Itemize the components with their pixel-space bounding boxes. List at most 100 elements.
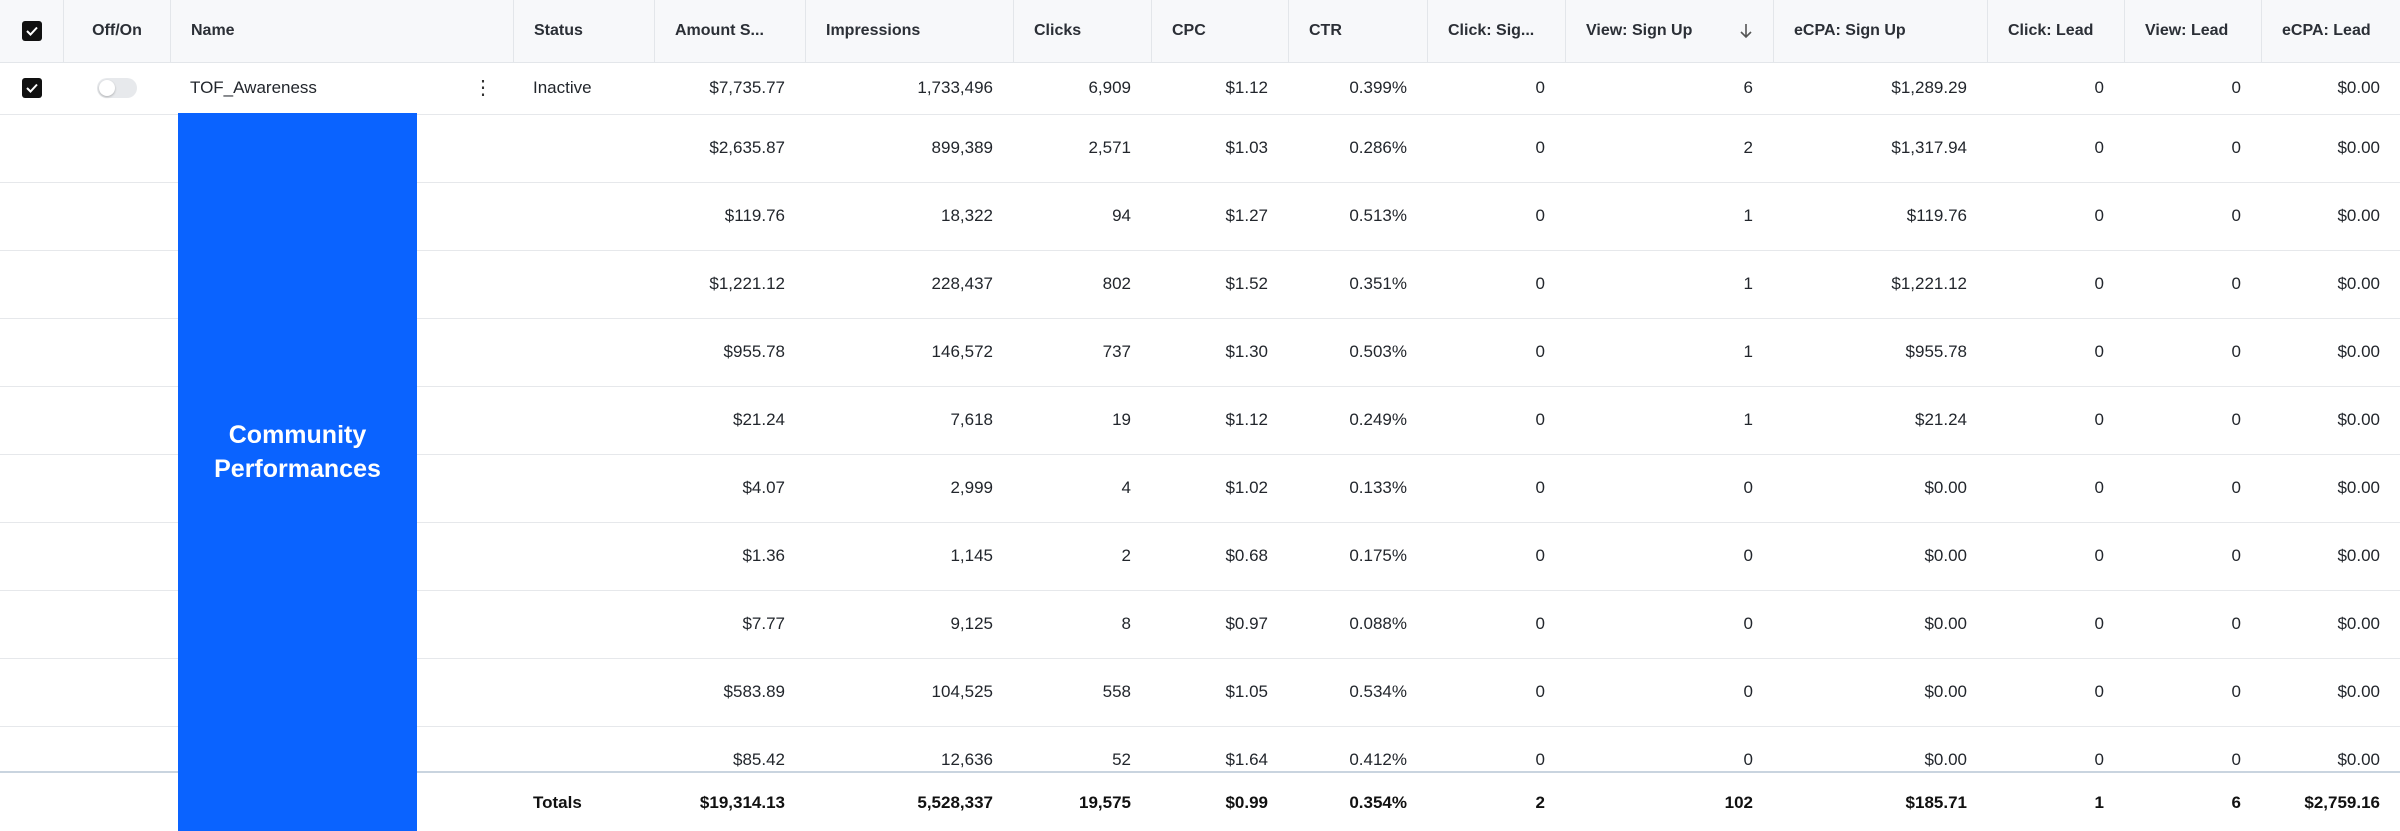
cell-ecpa-sign-up: $119.76 xyxy=(1906,206,1967,225)
column-header-view-sign-up[interactable]: View: Sign Up xyxy=(1565,0,1773,62)
cell-click-lead: 0 xyxy=(2094,274,2104,293)
cell-click-sign-up: 0 xyxy=(1535,614,1545,633)
sort-descending-icon[interactable] xyxy=(1739,22,1753,40)
table-row[interactable]: $955.78 146,572 737 $1.30 0.503% 0 1 $955.78 0 0 $… xyxy=(0,318,2400,387)
cell-click-sign-up: 0 xyxy=(1535,410,1545,429)
on-off-toggle[interactable] xyxy=(96,78,137,98)
cell-view-sign-up: 2 xyxy=(1743,138,1753,157)
row-toggle-cell xyxy=(63,590,170,658)
cell-ctr: 0.249% xyxy=(1349,410,1407,429)
cell-clicks: 2 xyxy=(1121,546,1131,565)
cell-ctr: 0.286% xyxy=(1349,138,1407,157)
column-header-amount-spent[interactable]: Amount S... xyxy=(654,0,805,62)
cell-view-lead: 0 xyxy=(2231,682,2241,701)
campaign-name[interactable]: TOF_Awareness xyxy=(190,78,317,97)
table-row[interactable]: $1,221.12 228,437 802 $1.52 0.351% 0 1 $1,221.1… xyxy=(0,250,2400,319)
totals-label: Totals xyxy=(533,793,582,812)
table-row[interactable]: $1.36 1,145 2 $0.68 0.175% 0 0 $0.00 0 0 $0.00 xyxy=(0,522,2400,591)
column-header-click-sign-up[interactable]: Click: Sig... xyxy=(1427,0,1565,62)
table-row[interactable]: TOF_Awareness ⋮ Inactive $7,735.77 1,733… xyxy=(0,62,2400,115)
cell-cpc: $1.64 xyxy=(1225,750,1268,769)
row-status xyxy=(513,590,654,658)
row-select-cell xyxy=(0,114,63,182)
select-all-checkbox[interactable] xyxy=(21,21,42,41)
column-header-ecpa-lead[interactable]: eCPA: Lead xyxy=(2261,0,2400,62)
row-name-cell[interactable]: TOF_Awareness ⋮ xyxy=(170,62,513,114)
cell-view-lead: 0 xyxy=(2231,546,2241,565)
more-options-icon[interactable]: ⋮ xyxy=(473,77,493,99)
cell-impressions: 1,733,496 xyxy=(917,78,993,97)
cell-impressions: 1,145 xyxy=(950,546,993,565)
cell-click-lead: 0 xyxy=(2094,614,2104,633)
column-header-click-lead[interactable]: Click: Lead xyxy=(1987,0,2124,62)
table-row[interactable]: $4.07 2,999 4 $1.02 0.133% 0 0 $0.00 0 0 $0.00 xyxy=(0,454,2400,523)
row-toggle-cell xyxy=(63,182,170,250)
column-header-ecpa-sign-up[interactable]: eCPA: Sign Up xyxy=(1773,0,1987,62)
cell-view-lead: 0 xyxy=(2231,410,2241,429)
cell-ecpa-lead: $0.00 xyxy=(2337,478,2380,497)
cell-ctr: 0.513% xyxy=(1349,206,1407,225)
cell-click-lead: 0 xyxy=(2094,206,2104,225)
cell-view-sign-up: 0 xyxy=(1743,682,1753,701)
table-row[interactable]: $21.24 7,618 19 $1.12 0.249% 0 1 $21.24 0 0 $0.00 xyxy=(0,386,2400,455)
cell-click-sign-up: 0 xyxy=(1535,78,1545,97)
table-row[interactable]: $119.76 18,322 94 $1.27 0.513% 0 1 $119.76 0 0 $0.… xyxy=(0,182,2400,251)
cell-ecpa-lead: $0.00 xyxy=(2337,682,2380,701)
column-header-off-on[interactable]: Off/On xyxy=(63,0,170,62)
cell-amount-spent: $583.89 xyxy=(723,682,785,701)
cell-ecpa-sign-up: $0.00 xyxy=(1924,546,1967,565)
cell-clicks: 2,571 xyxy=(1088,138,1131,157)
overlay-label: Community Performances xyxy=(214,421,381,483)
cell-ecpa-sign-up: $1,317.94 xyxy=(1891,138,1967,157)
column-header-status[interactable]: Status xyxy=(513,0,654,62)
cell-view-sign-up: 0 xyxy=(1743,750,1753,769)
cell-view-lead: 0 xyxy=(2231,342,2241,361)
cell-amount-spent: $7.77 xyxy=(742,614,785,633)
total-ecpa-sign-up: $185.71 xyxy=(1905,793,1967,812)
select-all-cell[interactable] xyxy=(0,0,63,62)
row-toggle-cell xyxy=(63,318,170,386)
cell-ecpa-sign-up: $0.00 xyxy=(1924,750,1967,769)
cell-ecpa-sign-up: $0.00 xyxy=(1924,614,1967,633)
cell-amount-spent: $2,635.87 xyxy=(709,138,785,157)
cell-cpc: $1.02 xyxy=(1225,478,1268,497)
total-ecpa-lead: $2,759.16 xyxy=(2304,793,2380,812)
cell-ecpa-sign-up: $21.24 xyxy=(1915,410,1967,429)
table-row[interactable]: $2,635.87 899,389 2,571 $1.03 0.286% 0 2 $1,317… xyxy=(0,114,2400,183)
row-select-checkbox[interactable] xyxy=(21,78,42,98)
total-ctr: 0.354% xyxy=(1349,793,1407,812)
cell-ecpa-sign-up: $1,221.12 xyxy=(1891,274,1967,293)
total-amount-spent: $19,314.13 xyxy=(699,793,785,812)
row-select-cell xyxy=(0,522,63,590)
cell-click-lead: 0 xyxy=(2094,342,2104,361)
cell-view-lead: 0 xyxy=(2231,750,2241,769)
cell-amount-spent: $85.42 xyxy=(733,750,785,769)
column-header-cpc[interactable]: CPC xyxy=(1151,0,1288,62)
column-header-impressions[interactable]: Impressions xyxy=(805,0,1013,62)
cell-view-sign-up: 0 xyxy=(1743,478,1753,497)
cell-ecpa-sign-up: $955.78 xyxy=(1905,342,1967,361)
cell-view-lead: 0 xyxy=(2231,478,2241,497)
cell-view-lead: 0 xyxy=(2231,138,2241,157)
row-status xyxy=(513,386,654,454)
cell-cpc: $1.30 xyxy=(1225,342,1268,361)
row-toggle-cell[interactable] xyxy=(63,62,170,114)
row-status xyxy=(513,454,654,522)
cell-ecpa-lead: $0.00 xyxy=(2337,614,2380,633)
table-row[interactable]: $7.77 9,125 8 $0.97 0.088% 0 0 $0.00 0 0 $0.00 xyxy=(0,590,2400,659)
cell-ctr: 0.399% xyxy=(1349,78,1407,97)
column-header-view-lead[interactable]: View: Lead xyxy=(2124,0,2261,62)
column-header-name[interactable]: Name xyxy=(170,0,513,62)
cell-view-sign-up: 0 xyxy=(1743,546,1753,565)
cell-amount-spent: $1.36 xyxy=(742,546,785,565)
column-header-clicks[interactable]: Clicks xyxy=(1013,0,1151,62)
cell-click-sign-up: 0 xyxy=(1535,206,1545,225)
total-clicks: 19,575 xyxy=(1079,793,1131,812)
table-row[interactable]: $583.89 104,525 558 $1.05 0.534% 0 0 $0.00 0 0 $0.… xyxy=(0,658,2400,727)
check-icon xyxy=(25,83,38,93)
cell-cpc: $1.12 xyxy=(1225,410,1268,429)
row-select-cell[interactable] xyxy=(0,62,63,114)
column-header-ctr[interactable]: CTR xyxy=(1288,0,1427,62)
cell-impressions: 104,525 xyxy=(931,682,993,701)
